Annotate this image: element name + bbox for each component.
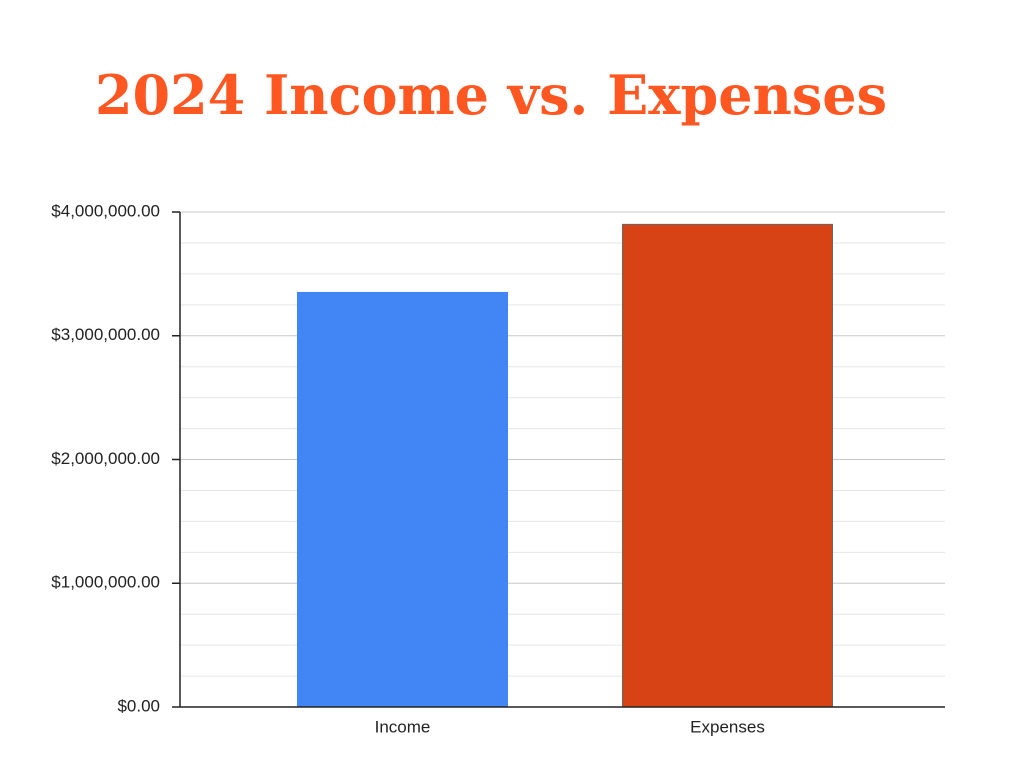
x-tick-label: Income [375, 717, 431, 736]
y-tick-label: $4,000,000.00 [51, 201, 160, 220]
chart-title: 2024 Income vs. Expenses [95, 63, 887, 127]
bar [622, 223, 833, 708]
x-tick-label: Expenses [690, 717, 765, 736]
y-tick-label: $3,000,000.00 [51, 325, 160, 344]
bar [297, 291, 508, 708]
y-tick-label: $0.00 [117, 696, 160, 715]
y-tick-label: $2,000,000.00 [51, 449, 160, 468]
y-tick-label: $1,000,000.00 [51, 573, 160, 592]
